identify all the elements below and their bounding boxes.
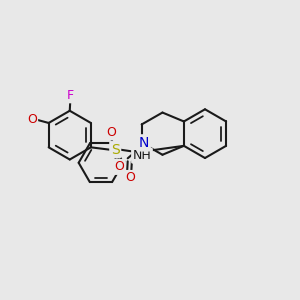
Text: S: S	[111, 143, 120, 157]
Text: O: O	[27, 113, 37, 126]
Text: O: O	[126, 171, 136, 184]
Text: NH: NH	[133, 149, 152, 162]
Text: N: N	[139, 136, 149, 150]
Text: O: O	[106, 126, 116, 139]
Text: F: F	[67, 89, 74, 102]
Text: O: O	[115, 160, 124, 173]
